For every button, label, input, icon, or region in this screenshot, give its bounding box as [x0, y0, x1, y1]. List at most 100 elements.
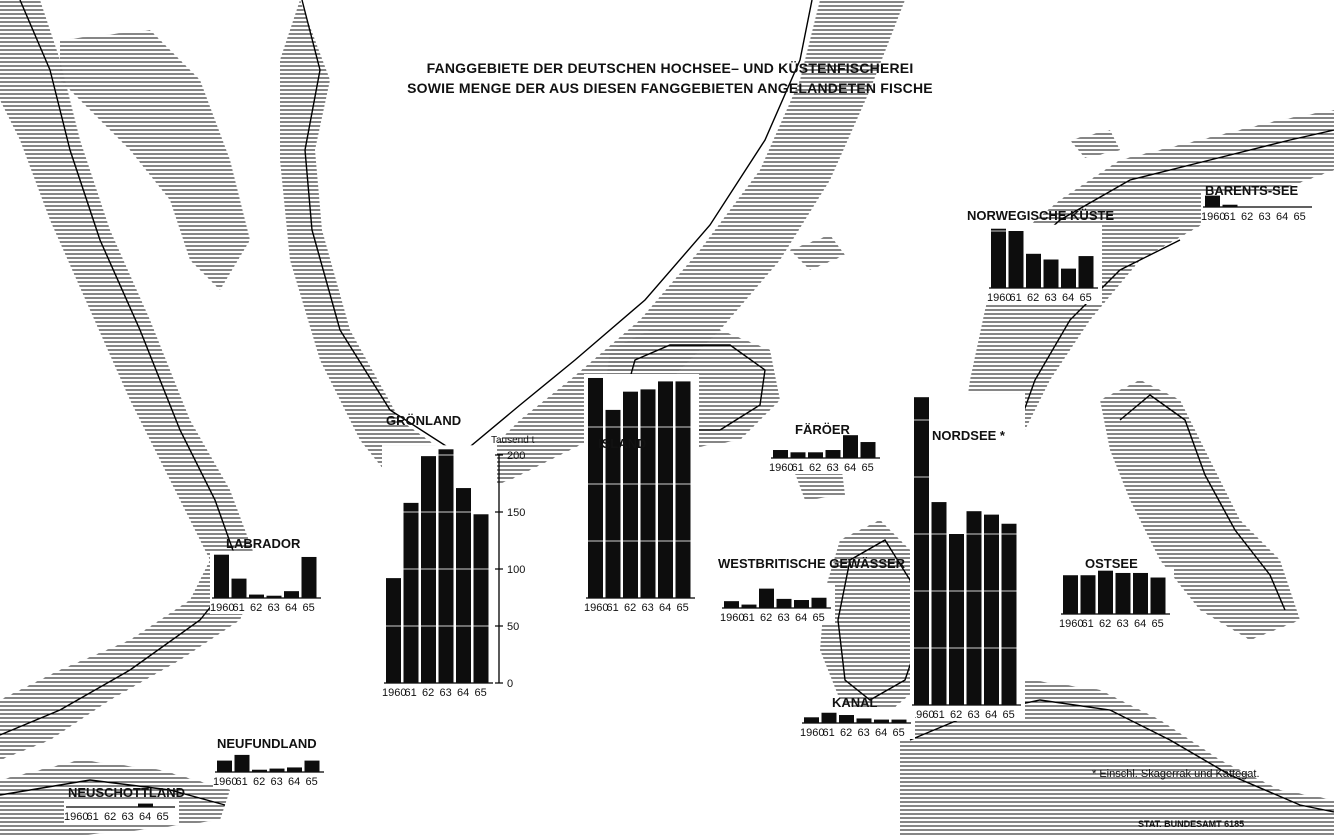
x-tick-label: 61: [743, 612, 755, 624]
bar: [623, 392, 638, 598]
y-tick-label: 150: [507, 507, 525, 519]
bar: [794, 600, 809, 608]
x-tick-label: 63: [1259, 211, 1271, 223]
coast-band-svalbard: [1070, 130, 1120, 158]
x-tick-label: 1960: [1201, 211, 1225, 223]
x-tick-label: 62: [840, 727, 852, 739]
bar: [439, 449, 454, 683]
x-tick-label: 1960: [64, 811, 88, 823]
chart-grönland: 196061 62 63 64 65GRÖNLAND: [382, 413, 497, 699]
x-tick-label: 61: [236, 776, 248, 788]
bar: [843, 435, 858, 458]
x-tick-label: 64: [285, 602, 297, 614]
bar: [812, 598, 827, 608]
chart-ostsee: 196061 62 63 64 65OSTSEE: [1059, 556, 1174, 630]
region-name: WESTBRITISCHE GEWÄSSER: [718, 556, 906, 571]
title-line-1: FANGGEBIETE DER DEUTSCHEN HOCHSEE– UND K…: [330, 58, 1010, 78]
x-tick-label: 63: [827, 462, 839, 474]
x-tick-label: 62: [1027, 292, 1039, 304]
x-tick-label: 63: [122, 811, 134, 823]
x-tick-label: 62: [422, 687, 434, 699]
x-tick-label: 65: [306, 776, 318, 788]
bar: [874, 720, 889, 723]
bar: [1079, 256, 1094, 288]
bar: [724, 601, 739, 608]
x-tick-label: 65: [157, 811, 169, 823]
bar: [676, 381, 691, 598]
bar: [138, 804, 153, 807]
x-tick-label: 65: [1152, 618, 1164, 630]
bar: [1116, 573, 1131, 614]
y-tick-label: 50: [507, 621, 519, 633]
x-tick-label: 64: [844, 462, 856, 474]
x-tick-label: 1960: [720, 612, 744, 624]
bar: [1098, 571, 1113, 614]
chart-barents-see: 196061 62 63 64 65BARENTS-SEE: [1201, 183, 1316, 223]
bar: [1223, 205, 1238, 207]
x-tick-label: 63: [440, 687, 452, 699]
bar: [456, 488, 471, 683]
map-title: FANGGEBIETE DER DEUTSCHEN HOCHSEE– UND K…: [330, 58, 1010, 98]
x-tick-label: 61: [1224, 211, 1236, 223]
x-tick-label: 1960: [1059, 618, 1083, 630]
x-tick-label: 63: [268, 602, 280, 614]
bar: [839, 715, 854, 723]
bar: [1044, 260, 1059, 289]
x-tick-label: 1960: [213, 776, 237, 788]
x-tick-label: 62: [104, 811, 116, 823]
x-tick-label: 1960: [584, 602, 608, 614]
bar: [1009, 231, 1024, 288]
bar: [232, 579, 247, 598]
x-tick-label: 65: [303, 602, 315, 614]
bar: [302, 557, 317, 598]
bar: [892, 720, 907, 723]
x-tick-label: 63: [778, 612, 790, 624]
bar: [861, 442, 876, 458]
region-name: NEUSCHOTTLAND: [68, 785, 185, 800]
x-tick-label: 64: [1276, 211, 1288, 223]
bar: [914, 397, 929, 705]
y-tick-label: 200: [507, 450, 525, 462]
region-name: NEUFUNDLAND: [217, 736, 317, 751]
x-tick-label: 65: [475, 687, 487, 699]
region-name: FÄRÖER: [795, 422, 851, 437]
bar: [949, 534, 964, 705]
bar: [773, 450, 788, 458]
bar: [386, 578, 401, 683]
x-tick-label: 64: [457, 687, 469, 699]
x-tick-label: 62: [1241, 211, 1253, 223]
bar: [588, 378, 603, 598]
bar: [742, 605, 757, 608]
bar: [1061, 269, 1076, 288]
bar: [777, 599, 792, 608]
region-name: BARENTS-SEE: [1205, 183, 1299, 198]
chart-island: 196061 62 63 64 65ISLAND: [584, 374, 699, 614]
y-tick-label: 0: [507, 678, 513, 690]
bar: [826, 450, 841, 458]
bar: [804, 717, 819, 723]
x-tick-label: 62: [760, 612, 772, 624]
x-tick-label: 65: [813, 612, 825, 624]
footnote: * Einschl. Skagerrak und Kattegat.: [1092, 768, 1260, 780]
bar: [284, 591, 299, 598]
x-tick-label: 65: [862, 462, 874, 474]
region-name: GRÖNLAND: [386, 413, 461, 428]
bar: [1151, 578, 1166, 614]
x-tick-label: 61: [1010, 292, 1022, 304]
x-tick-label: 61: [607, 602, 619, 614]
y-tick-label: 100: [507, 564, 525, 576]
x-tick-label: 65: [893, 727, 905, 739]
x-tick-label: 1960: [210, 602, 234, 614]
bar: [287, 767, 302, 772]
bar: [305, 761, 320, 772]
x-tick-label: 64: [1134, 618, 1146, 630]
region-name: NORDSEE *: [932, 428, 1006, 443]
bar: [759, 589, 774, 608]
x-tick-label: 62: [250, 602, 262, 614]
bar: [235, 755, 250, 772]
